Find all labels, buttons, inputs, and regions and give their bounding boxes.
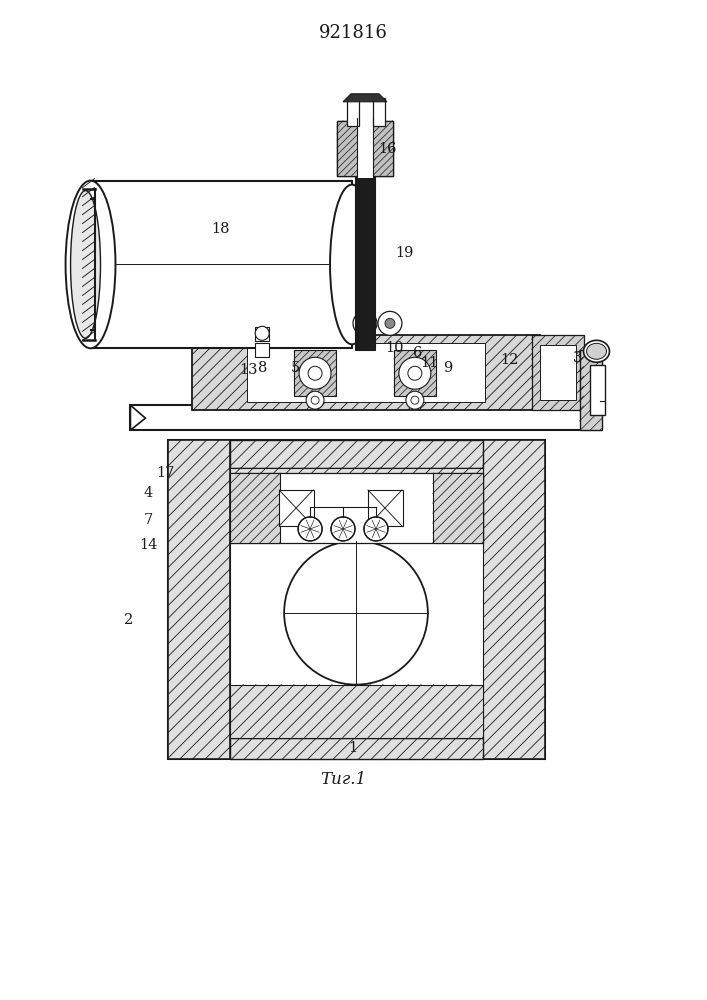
- Text: 11: 11: [421, 356, 439, 370]
- Text: 10: 10: [385, 341, 404, 355]
- Bar: [230, 468, 483, 738]
- Text: 4: 4: [144, 486, 153, 500]
- Bar: [279, 490, 314, 526]
- Bar: [230, 685, 483, 738]
- Text: 9: 9: [443, 361, 452, 375]
- Bar: [192, 335, 539, 410]
- Ellipse shape: [66, 181, 115, 348]
- Bar: [590, 365, 604, 415]
- Circle shape: [360, 318, 370, 328]
- Bar: [355, 146, 375, 350]
- Bar: [532, 335, 583, 410]
- Bar: [130, 405, 600, 430]
- Text: 17: 17: [156, 466, 175, 480]
- Bar: [337, 121, 393, 176]
- Circle shape: [406, 391, 424, 409]
- Text: 2: 2: [124, 613, 133, 627]
- Circle shape: [399, 357, 431, 389]
- Bar: [230, 440, 483, 468]
- Bar: [357, 118, 373, 178]
- Bar: [255, 343, 269, 357]
- Text: 13: 13: [239, 363, 257, 377]
- Text: 12: 12: [501, 353, 519, 367]
- Text: 16: 16: [379, 142, 397, 156]
- Circle shape: [255, 326, 269, 340]
- Circle shape: [378, 311, 402, 335]
- Circle shape: [298, 517, 322, 541]
- Text: 5: 5: [291, 361, 300, 375]
- Circle shape: [299, 357, 331, 389]
- Bar: [230, 473, 280, 543]
- Bar: [483, 440, 544, 759]
- Text: 19: 19: [396, 246, 414, 260]
- Polygon shape: [130, 405, 146, 430]
- Bar: [247, 343, 485, 402]
- Text: 1: 1: [349, 741, 358, 755]
- Bar: [368, 490, 403, 526]
- Bar: [168, 440, 544, 759]
- Text: 8: 8: [259, 361, 268, 375]
- Text: 14: 14: [139, 538, 158, 552]
- Polygon shape: [343, 94, 387, 102]
- Bar: [230, 468, 483, 541]
- Bar: [90, 181, 352, 348]
- Ellipse shape: [583, 340, 609, 362]
- Bar: [337, 121, 393, 176]
- Bar: [230, 473, 483, 543]
- Bar: [347, 98, 359, 126]
- Bar: [168, 440, 230, 759]
- Circle shape: [284, 541, 428, 685]
- Circle shape: [364, 517, 388, 541]
- Text: 921816: 921816: [319, 24, 387, 42]
- Bar: [539, 345, 575, 400]
- Circle shape: [306, 391, 324, 409]
- Bar: [255, 327, 269, 341]
- Bar: [373, 98, 385, 126]
- Text: 18: 18: [211, 222, 230, 236]
- Bar: [433, 473, 483, 543]
- Ellipse shape: [587, 343, 607, 359]
- Text: Τиг.1: Τиг.1: [320, 771, 366, 788]
- Bar: [580, 350, 602, 430]
- Text: 3: 3: [573, 351, 583, 365]
- Circle shape: [331, 517, 355, 541]
- Ellipse shape: [330, 185, 374, 344]
- Circle shape: [353, 311, 377, 335]
- Circle shape: [385, 318, 395, 328]
- Bar: [230, 738, 483, 759]
- Bar: [294, 350, 336, 396]
- Text: 7: 7: [144, 513, 153, 527]
- Bar: [394, 350, 436, 396]
- Text: 6: 6: [413, 346, 423, 360]
- Ellipse shape: [71, 191, 100, 338]
